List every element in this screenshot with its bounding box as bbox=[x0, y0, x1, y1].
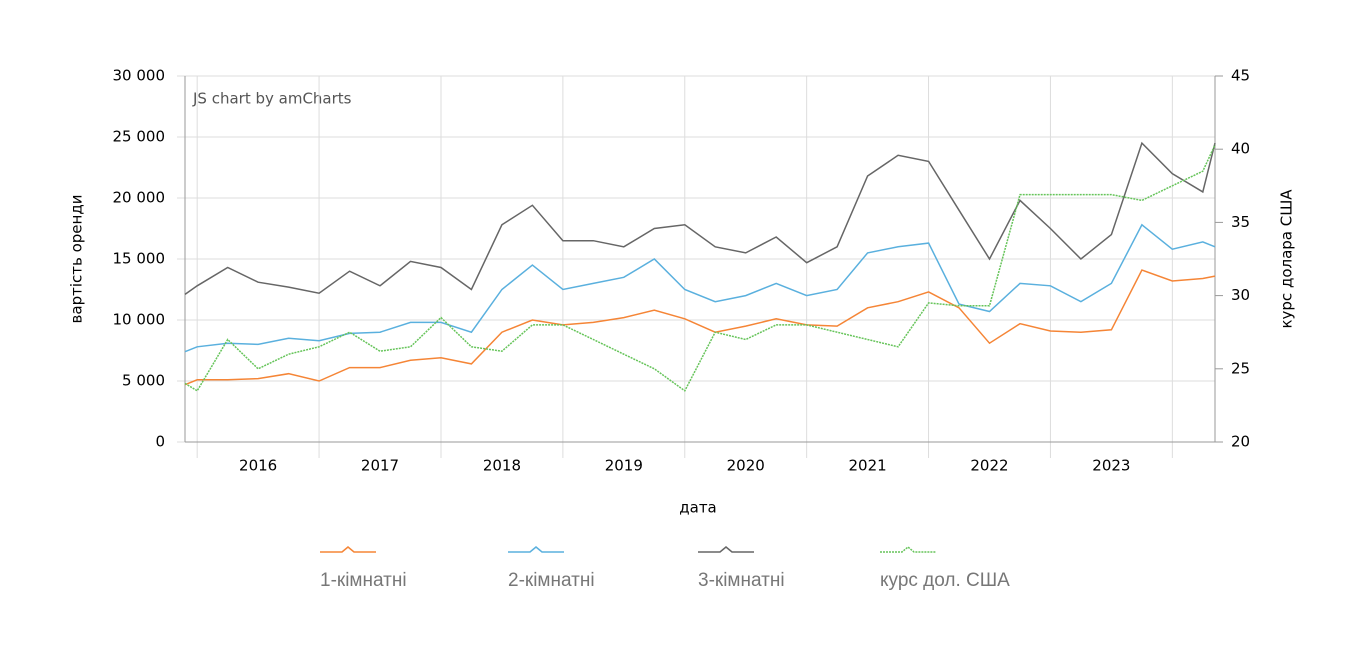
x-tick-label: 2017 bbox=[361, 457, 399, 475]
legend-marker bbox=[698, 546, 754, 553]
legend-label: 1-кімнатні bbox=[320, 570, 407, 591]
x-tick-label: 2021 bbox=[849, 457, 887, 475]
y2-tick-label: 40 bbox=[1231, 140, 1250, 158]
credit: JS chart by amCharts bbox=[192, 90, 352, 108]
y-tick-label: 30 000 bbox=[113, 67, 166, 85]
y2-tick-label: 30 bbox=[1231, 286, 1250, 304]
y-tick-label: 0 bbox=[155, 433, 165, 451]
series-line bbox=[184, 141, 1216, 296]
x-tick-label: 2016 bbox=[239, 457, 277, 475]
y2-tick-label: 25 bbox=[1231, 359, 1250, 377]
legend-marker bbox=[880, 546, 936, 553]
x-tick-label: 2022 bbox=[970, 457, 1008, 475]
legend-marker bbox=[320, 546, 376, 553]
y-axis-title: вартість оренди bbox=[68, 195, 86, 324]
y2-axis-title: курс долара США bbox=[1278, 189, 1296, 329]
y-tick-label: 5 000 bbox=[122, 372, 165, 390]
legend-label: 2-кімнатні bbox=[508, 570, 595, 591]
y-tick-label: 15 000 bbox=[113, 250, 166, 268]
series-line bbox=[184, 144, 1216, 392]
x-tick-label: 2020 bbox=[727, 457, 765, 475]
y-tick-label: 25 000 bbox=[113, 128, 166, 146]
x-tick-label: 2018 bbox=[483, 457, 521, 475]
series-line bbox=[184, 269, 1216, 386]
legend-label: 3-кімнатні bbox=[698, 570, 785, 591]
legend-label: курс дол. США bbox=[880, 570, 1010, 591]
x-tick-label: 2023 bbox=[1092, 457, 1130, 475]
y-tick-label: 10 000 bbox=[113, 311, 166, 329]
series-line bbox=[184, 223, 1216, 353]
legend-marker bbox=[508, 546, 564, 553]
x-tick-label: 2019 bbox=[605, 457, 643, 475]
x-axis-title: дата bbox=[679, 499, 717, 517]
y2-tick-label: 20 bbox=[1231, 433, 1250, 451]
y-tick-label: 20 000 bbox=[113, 189, 166, 207]
y2-tick-label: 35 bbox=[1231, 213, 1250, 231]
y2-tick-label: 45 bbox=[1231, 67, 1250, 85]
